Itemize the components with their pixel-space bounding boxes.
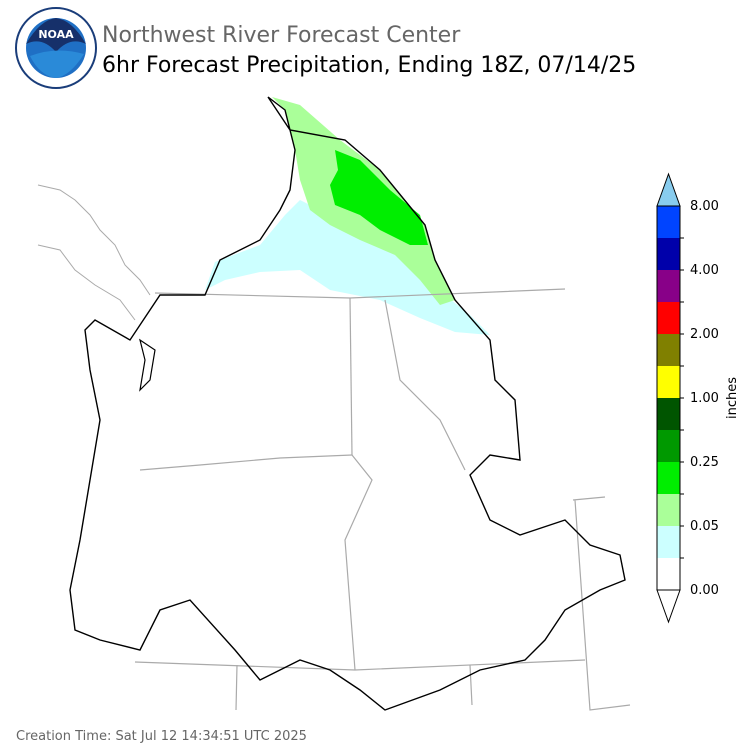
colorbar-segment [657, 366, 680, 398]
colorbar-segment [657, 430, 680, 462]
colorbar-segment [657, 398, 680, 430]
subtitle: 6hr Forecast Precipitation, Ending 18Z, … [102, 53, 636, 78]
colorbar-segment [657, 462, 680, 494]
colorbar-label: 1.00 [690, 391, 719, 406]
colorbar-label: 8.00 [690, 199, 719, 214]
logo-text: NOAA [38, 28, 74, 41]
colorbar-segment [657, 334, 680, 366]
title: Northwest River Forecast Center [102, 23, 461, 48]
colorbar-label: 2.00 [690, 327, 719, 342]
colorbar-segment [657, 270, 680, 302]
colorbar-segment [657, 206, 680, 238]
colorbar-segment [657, 526, 680, 558]
colorbar-over [656, 172, 681, 207]
colorbar-under [656, 589, 681, 624]
colorbar-segment [657, 302, 680, 334]
colorbar: 0.00 0.05 0.25 1.00 2.00 4.00 8.00 [656, 172, 719, 624]
colorbar-label: 0.00 [690, 583, 719, 598]
colorbar-label: 4.00 [690, 263, 719, 278]
basin-outline [69, 96, 626, 711]
colorbar-label: 0.25 [690, 455, 719, 470]
puget-sound [139, 338, 156, 392]
creation-time: Creation Time: Sat Jul 12 14:34:51 UTC 2… [16, 729, 307, 744]
colorbar-segment [657, 494, 680, 526]
colorbar-segment [657, 558, 680, 590]
colorbar-segment [657, 238, 680, 270]
precip-area [205, 200, 490, 335]
colorbar-label: 0.05 [690, 519, 719, 534]
legend-unit: inches [725, 377, 740, 419]
precip-area [330, 150, 428, 245]
state-lines [134, 288, 631, 711]
coastline [37, 184, 151, 321]
noaa-logo: NOAA [15, 7, 97, 89]
